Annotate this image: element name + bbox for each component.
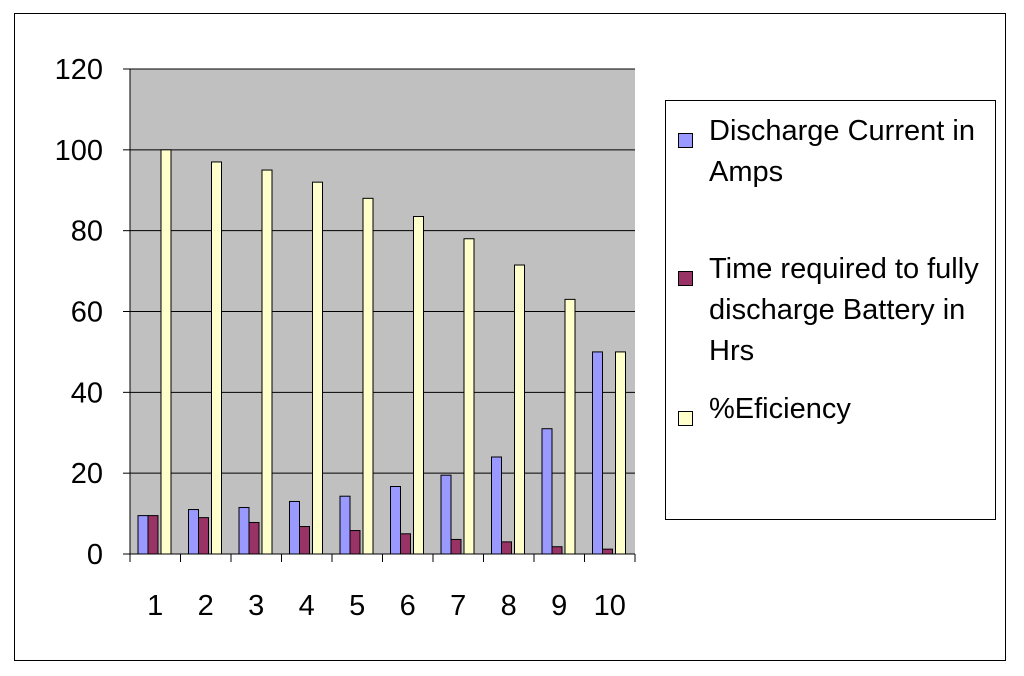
bar-series-3-cat-9 <box>564 298 576 555</box>
x-tick-label: 9 <box>551 590 567 622</box>
bar-series-3-cat-5 <box>362 197 374 555</box>
bars <box>137 149 626 555</box>
y-tick-label: 80 <box>71 216 103 248</box>
bar-series-2-cat-6 <box>400 533 411 555</box>
bar-series-1-cat-4 <box>289 500 300 555</box>
bar-series-1-cat-2 <box>188 509 199 555</box>
y-tick-label: 20 <box>71 458 103 490</box>
bar-series-3-cat-2 <box>211 161 222 555</box>
x-tick-label: 4 <box>299 590 315 622</box>
bar-series-2-cat-7 <box>450 538 462 555</box>
x-tick-label: 10 <box>594 590 626 622</box>
bar-series-1-cat-8 <box>491 456 502 555</box>
bar-series-3-cat-7 <box>463 238 475 555</box>
bar-series-1-cat-6 <box>390 486 401 555</box>
axes <box>123 68 636 562</box>
y-tick-label: 120 <box>55 54 103 86</box>
y-tick-label: 100 <box>55 135 103 167</box>
legend-item-efficiency: %Eficiency <box>678 389 988 434</box>
x-tick-label: 8 <box>501 590 517 622</box>
bar-series-2-cat-5 <box>349 530 361 555</box>
bar-series-3-cat-3 <box>261 169 273 555</box>
x-tick-label: 1 <box>147 590 163 622</box>
bar-series-3-cat-10 <box>615 351 626 555</box>
bar-series-1-cat-5 <box>339 495 351 555</box>
y-tick-label: 60 <box>71 297 103 329</box>
legend-item-discharge-current: Discharge Current in Amps <box>678 111 988 201</box>
bar-series-3-cat-6 <box>413 216 424 555</box>
bar-series-2-cat-3 <box>248 521 260 555</box>
tick-labels: 0 20 40 60 80 100 120 1 2 3 4 5 6 7 8 9 10 <box>55 54 626 622</box>
bar-series-3-cat-4 <box>312 181 323 555</box>
y-tick-label: 40 <box>71 377 103 409</box>
bar-series-1-cat-9 <box>541 428 553 555</box>
x-tick-label: 5 <box>349 590 365 622</box>
bar-series-2-cat-4 <box>299 526 310 555</box>
x-tick-label: 6 <box>400 590 416 622</box>
legend-swatch-discharge-time <box>678 271 693 286</box>
legend-swatch-efficiency <box>678 411 693 426</box>
bar-series-2-cat-9 <box>551 546 563 555</box>
bar-series-1-cat-3 <box>238 507 250 555</box>
bar-series-2-cat-1 <box>147 515 159 555</box>
bar-series-1-cat-1 <box>137 515 149 555</box>
bar-series-1-cat-10 <box>592 351 603 555</box>
bar-series-2-cat-8 <box>501 541 512 555</box>
bar-series-3-cat-8 <box>514 264 525 555</box>
y-tick-label: 0 <box>87 539 103 571</box>
legend-item-discharge-time: Time required to fully discharge Battery… <box>678 249 988 379</box>
bar-series-1-cat-7 <box>440 474 452 555</box>
x-tick-label: 2 <box>198 590 214 622</box>
legend: Discharge Current in Amps Time required … <box>665 100 996 520</box>
legend-label-discharge-time: Time required to fully discharge Battery… <box>709 253 979 367</box>
legend-label-discharge-current: Discharge Current in Amps <box>709 115 975 188</box>
bar-series-2-cat-2 <box>198 517 209 555</box>
bar-series-2-cat-10 <box>602 548 613 555</box>
bar-series-3-cat-1 <box>160 149 172 555</box>
legend-label-efficiency: %Eficiency <box>709 393 851 425</box>
x-tick-label: 3 <box>248 590 264 622</box>
x-tick-label: 7 <box>450 590 466 622</box>
legend-swatch-discharge-current <box>678 133 693 148</box>
